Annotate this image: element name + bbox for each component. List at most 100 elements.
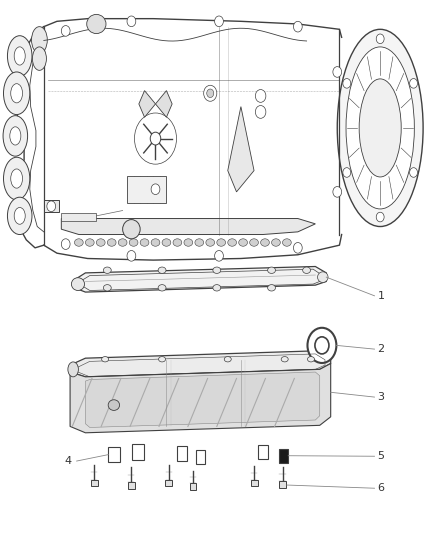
Ellipse shape [255,106,266,118]
Ellipse shape [14,47,25,65]
Ellipse shape [47,201,56,212]
Ellipse shape [307,328,336,363]
Text: 1: 1 [378,291,385,301]
Ellipse shape [4,72,30,115]
Ellipse shape [74,239,83,246]
Polygon shape [165,480,172,486]
Ellipse shape [61,239,70,249]
Ellipse shape [359,79,401,177]
Ellipse shape [376,34,384,44]
Ellipse shape [71,278,85,290]
Polygon shape [258,445,268,459]
Ellipse shape [158,267,166,273]
Ellipse shape [14,207,25,224]
Ellipse shape [207,89,214,98]
Ellipse shape [303,267,311,273]
Ellipse shape [283,239,291,246]
Polygon shape [127,176,166,203]
Ellipse shape [261,239,269,246]
Polygon shape [108,447,120,462]
Ellipse shape [239,239,247,246]
Polygon shape [196,450,205,464]
Ellipse shape [32,27,47,53]
Polygon shape [61,213,96,221]
Polygon shape [132,444,144,460]
Polygon shape [70,351,331,377]
Ellipse shape [224,357,231,362]
Ellipse shape [127,16,136,27]
Polygon shape [74,266,326,292]
Polygon shape [44,200,59,212]
Polygon shape [279,449,288,463]
Ellipse shape [333,67,342,77]
Text: 4: 4 [64,456,71,466]
Ellipse shape [293,21,302,32]
Ellipse shape [61,26,70,36]
Ellipse shape [123,220,140,239]
Ellipse shape [337,29,423,227]
Ellipse shape [68,362,78,377]
Ellipse shape [107,239,116,246]
Ellipse shape [343,168,351,177]
Text: 2: 2 [378,344,385,354]
Ellipse shape [102,357,109,362]
Ellipse shape [410,78,417,88]
Polygon shape [139,91,155,117]
Polygon shape [70,364,331,433]
Ellipse shape [173,239,182,246]
Ellipse shape [184,239,193,246]
Text: 5: 5 [378,451,385,461]
Ellipse shape [108,400,120,410]
Ellipse shape [215,16,223,27]
Polygon shape [155,91,172,117]
Ellipse shape [293,243,302,253]
Polygon shape [228,107,254,192]
Ellipse shape [346,47,414,209]
Text: 3: 3 [378,392,385,402]
Ellipse shape [213,267,221,273]
Ellipse shape [151,184,160,195]
Ellipse shape [272,239,280,246]
Polygon shape [128,482,135,489]
Ellipse shape [7,197,32,235]
Ellipse shape [151,239,160,246]
Ellipse shape [213,285,221,291]
Ellipse shape [376,212,384,222]
Ellipse shape [11,169,23,188]
Ellipse shape [103,267,111,273]
Ellipse shape [250,239,258,246]
Ellipse shape [281,357,288,362]
Ellipse shape [127,251,136,261]
Ellipse shape [159,357,166,362]
Polygon shape [279,481,286,488]
Ellipse shape [228,239,237,246]
Ellipse shape [158,285,166,291]
Polygon shape [91,480,98,486]
Ellipse shape [32,47,46,70]
Ellipse shape [268,267,276,273]
Ellipse shape [118,239,127,246]
Ellipse shape [11,84,23,103]
Ellipse shape [333,187,342,197]
Ellipse shape [315,337,329,354]
Ellipse shape [3,116,28,156]
Ellipse shape [87,14,106,34]
Ellipse shape [217,239,226,246]
Ellipse shape [410,168,417,177]
Ellipse shape [4,157,30,200]
Polygon shape [85,372,320,427]
Ellipse shape [150,132,161,145]
Ellipse shape [318,272,328,282]
Ellipse shape [343,78,351,88]
Ellipse shape [268,285,276,291]
Ellipse shape [103,285,111,291]
Polygon shape [190,483,196,490]
Ellipse shape [140,239,149,246]
Ellipse shape [96,239,105,246]
Ellipse shape [255,90,266,102]
Polygon shape [61,219,315,235]
Polygon shape [251,480,258,486]
Ellipse shape [129,239,138,246]
Ellipse shape [204,85,217,101]
Ellipse shape [307,357,314,362]
